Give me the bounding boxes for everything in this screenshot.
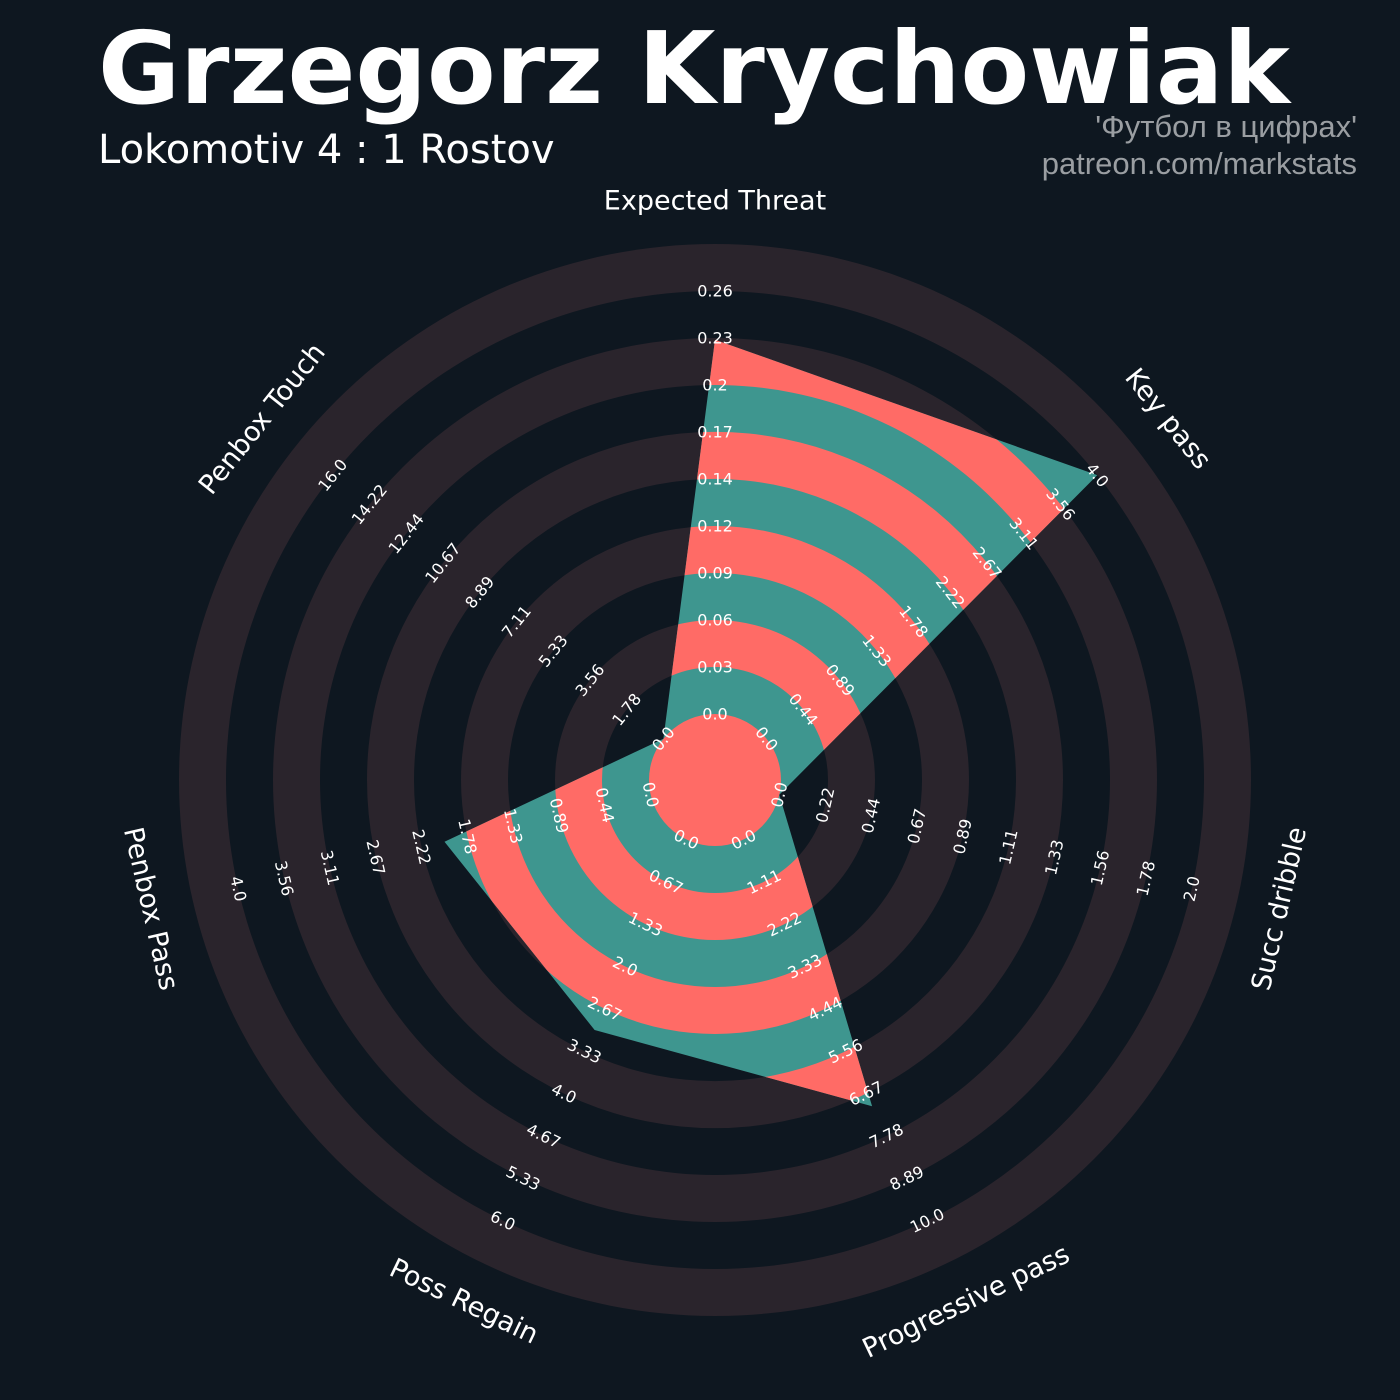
match-subtitle: Lokomotiv 4 : 1 Rostov [98, 127, 555, 173]
credit-source: 'Футбол в цифрах' [1095, 109, 1357, 144]
tick-label: 0.12 [697, 517, 733, 536]
tick-label: 0.03 [697, 658, 733, 677]
tick-label: 0.23 [697, 329, 733, 348]
tick-label: 0.17 [697, 423, 733, 442]
value-hub [649, 714, 781, 846]
tick-label: 0.0 [702, 705, 727, 724]
chart-title: Grzegorz Krychowiak [98, 10, 1290, 127]
tick-label: 0.14 [697, 470, 733, 489]
credit-url: patreon.com/markstats [1041, 146, 1357, 181]
tick-label: 0.2 [702, 376, 727, 395]
axis-label: Penbox Pass [117, 824, 184, 993]
tick-label: 0.06 [697, 611, 733, 630]
tick-label: 0.09 [697, 564, 733, 583]
axis-label: Succ dribble [1246, 824, 1313, 993]
axis-label: Expected Threat [604, 186, 826, 217]
tick-label: 0.26 [697, 282, 733, 301]
